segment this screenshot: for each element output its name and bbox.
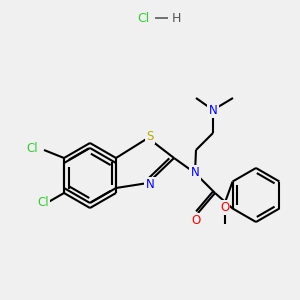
Text: Cl: Cl [137,11,149,25]
Text: N: N [208,103,217,116]
Text: O: O [191,214,201,227]
Text: H: H [171,11,181,25]
Text: Cl: Cl [37,196,49,209]
Text: N: N [146,178,154,191]
Text: N: N [190,167,200,179]
Text: Cl: Cl [26,142,38,154]
Text: S: S [146,130,154,142]
Text: O: O [220,201,229,214]
